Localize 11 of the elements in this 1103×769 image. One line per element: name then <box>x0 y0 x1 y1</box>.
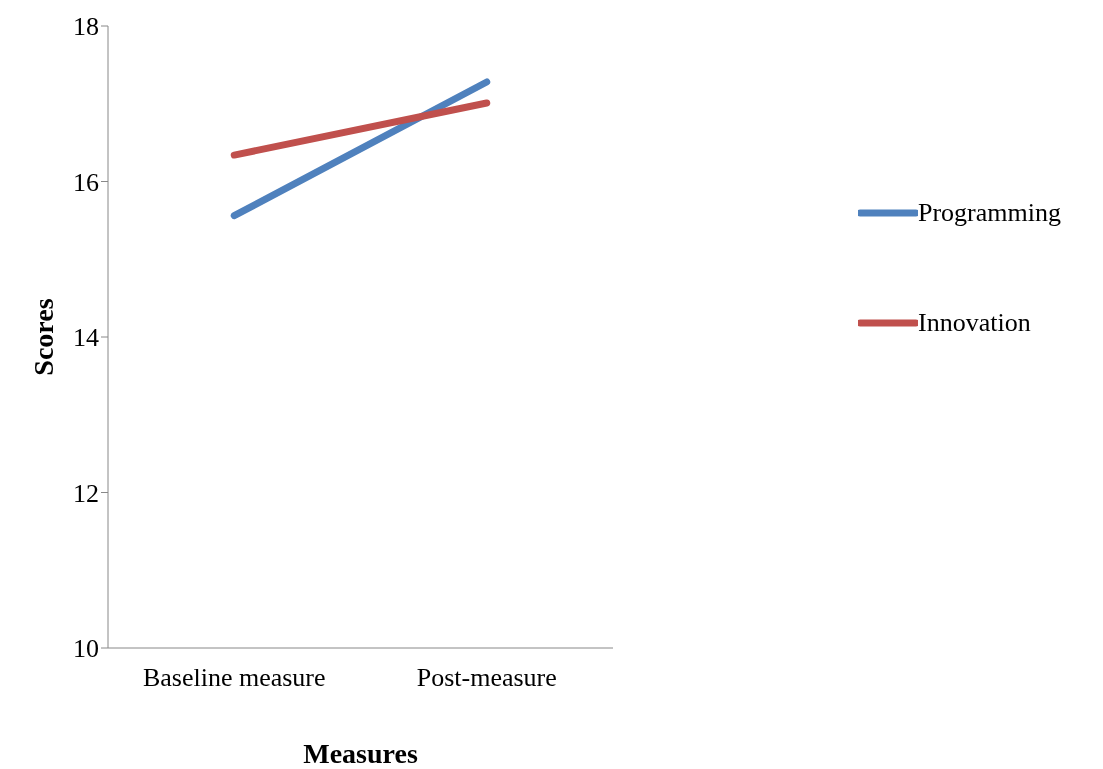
y-tick-label: 12 <box>73 478 99 508</box>
y-tick-label: 14 <box>73 323 99 353</box>
x-tick-label: Baseline measure <box>142 663 326 693</box>
x-axis-title: Measures <box>303 737 418 769</box>
legend-label: Programming <box>918 198 1061 228</box>
y-tick-label: 18 <box>73 12 99 42</box>
y-axis-title: Scores <box>27 298 59 376</box>
y-tick-label: 10 <box>73 634 99 664</box>
legend-label: Innovation <box>918 308 1031 338</box>
y-tick-label: 16 <box>73 167 99 197</box>
x-tick-label: Post-measure <box>416 663 557 693</box>
